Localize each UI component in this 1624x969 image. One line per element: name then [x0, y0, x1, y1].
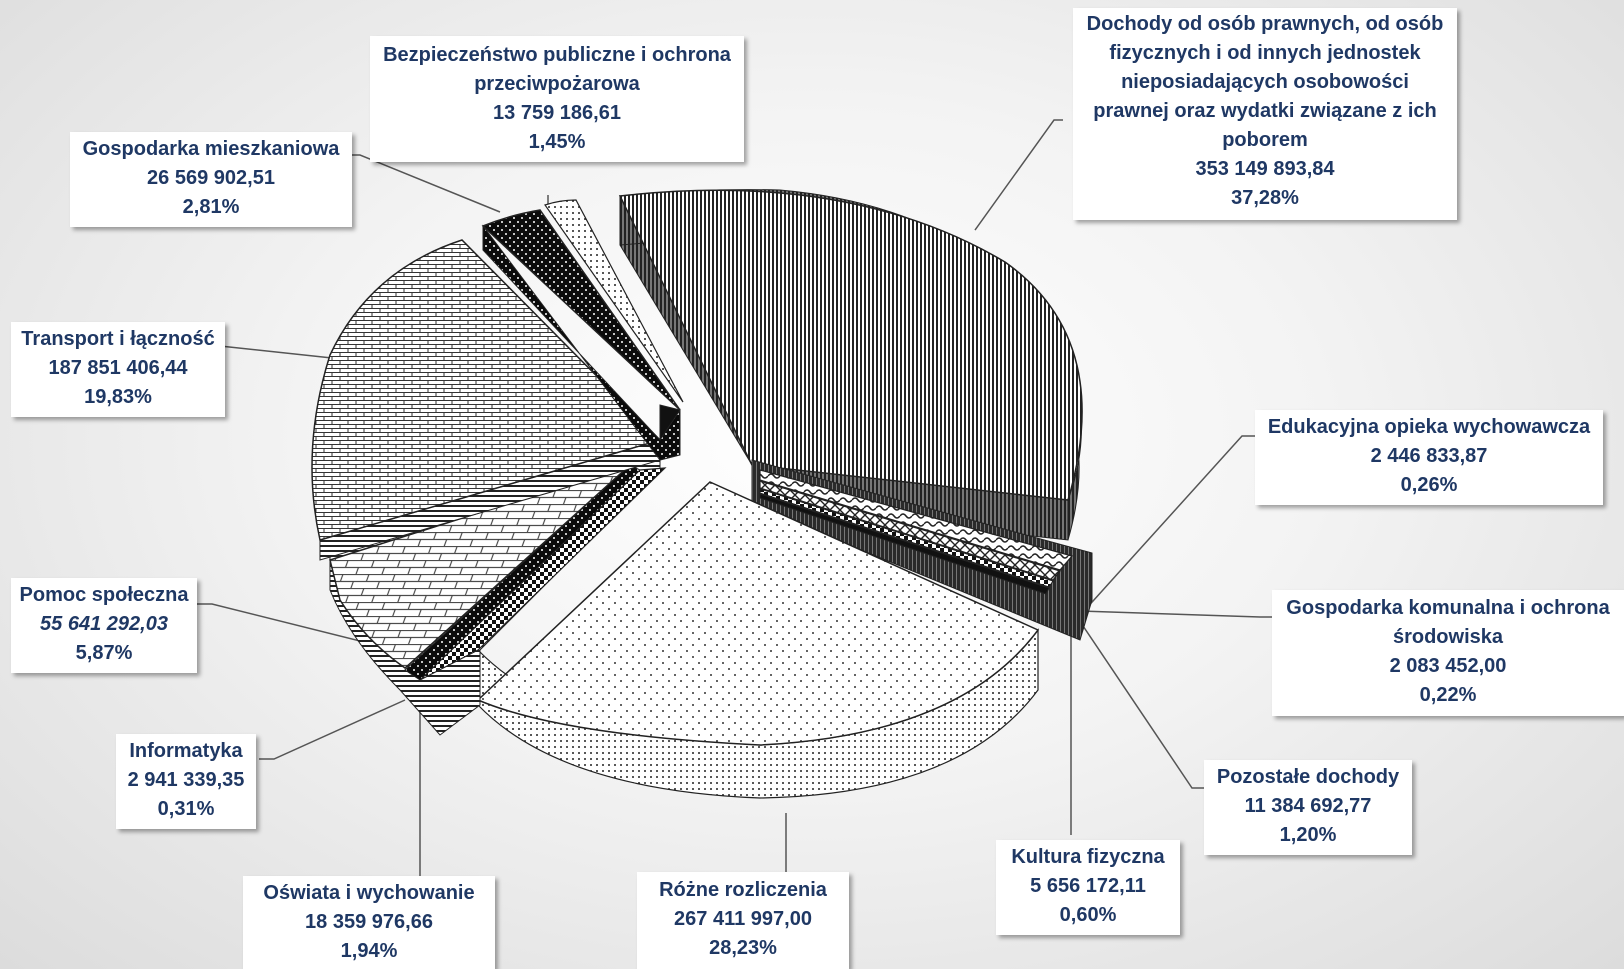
leader-line-dochody [974, 119, 1063, 231]
percent-rozne: 28,23% [709, 937, 777, 959]
value-oswiata: 18 359 976,66 [305, 911, 433, 933]
slice-bezp [544, 199, 684, 403]
percent-informatyka: 0,31% [157, 798, 215, 820]
label-informatyka: Informatyka 2 941 339,35 0,31% [116, 734, 256, 829]
value-dochody: 353 149 893,84 [1195, 158, 1335, 180]
value-rozne: 267 411 997,00 [674, 908, 812, 930]
label-transport: Transport i łączność 187 851 406,44 19,8… [11, 322, 225, 417]
leader-line-informatyka [259, 699, 406, 760]
value-edukacyjna: 2 446 833,87 [1370, 445, 1488, 467]
value-gk: 2 083 452,00 [1389, 655, 1507, 677]
slice-gm-lower [482, 224, 681, 461]
percent-transport: 19,83% [84, 386, 152, 408]
percent-gk: 0,22% [1419, 684, 1477, 706]
leader-line-eduk [1083, 435, 1258, 612]
slice-pozostale [759, 469, 1074, 571]
value-transport: 187 851 406,44 [48, 357, 188, 379]
label-pozostale: Pozostałe dochody 11 384 692,77 1,20% [1204, 760, 1412, 855]
label-gm: Gospodarka mieszkaniowa 26 569 902,51 2,… [70, 132, 352, 227]
leader-line-pomoc [197, 603, 393, 650]
leader-line-pozostale [1076, 616, 1207, 789]
slice-pomoc [329, 464, 631, 669]
value-gm: 26 569 902,51 [147, 167, 275, 189]
value-kultura: 5 656 172,11 [1030, 875, 1146, 897]
percent-kultura: 0,60% [1059, 904, 1117, 926]
pie-slices [311, 189, 1093, 799]
label-oswiata: Oświata i wychowanie 18 359 976,66 1,94% [243, 876, 495, 969]
value-bezp: 13 759 186,61 [493, 102, 621, 124]
slice-gk [759, 493, 1050, 595]
slice-kultura [759, 480, 1062, 581]
label-dochody: Dochody od osób prawnych, od osób fizycz… [1073, 8, 1457, 220]
percent-pozostale: 1,20% [1279, 824, 1337, 846]
label-bezp: Bezpieczeństwo publiczne i ochrona przec… [370, 36, 744, 162]
slice-rozne [476, 481, 1040, 746]
label-rozne: Różne rozliczenia 267 411 997,00 28,23% [637, 872, 849, 969]
value-informatyka: 2 941 339,35 [127, 769, 245, 791]
percent-dochody: 37,28% [1231, 187, 1299, 209]
percent-oswiata: 1,94% [340, 940, 398, 962]
percent-pomoc: 5,87% [75, 642, 133, 664]
value-pozostale: 11 384 692,77 [1244, 795, 1372, 817]
label-kultura: Kultura fizyczna 5 656 172,11 0,60% [996, 840, 1180, 935]
percent-gm: 2,81% [182, 196, 240, 218]
leader-line-transport [219, 345, 333, 359]
slice-edukacyjna [759, 488, 1054, 588]
leader-line-gk [1079, 610, 1274, 618]
percent-bezp: 1,45% [528, 131, 586, 153]
label-pomoc: Pomoc społeczna 55 641 292,03 5,87% [11, 578, 197, 673]
label-edukacyjna: Edukacyjna opieka wychowawcza 2 446 833,… [1255, 410, 1603, 505]
percent-edukacyjna: 0,26% [1400, 474, 1458, 496]
slice-transport [311, 239, 662, 541]
leader-line-gm [347, 154, 501, 213]
value-pomoc: 55 641 292,03 [40, 613, 168, 635]
slice-dochody [618, 189, 1083, 501]
label-gk: Gospodarka komunalna i ochrona środowisk… [1272, 590, 1624, 716]
